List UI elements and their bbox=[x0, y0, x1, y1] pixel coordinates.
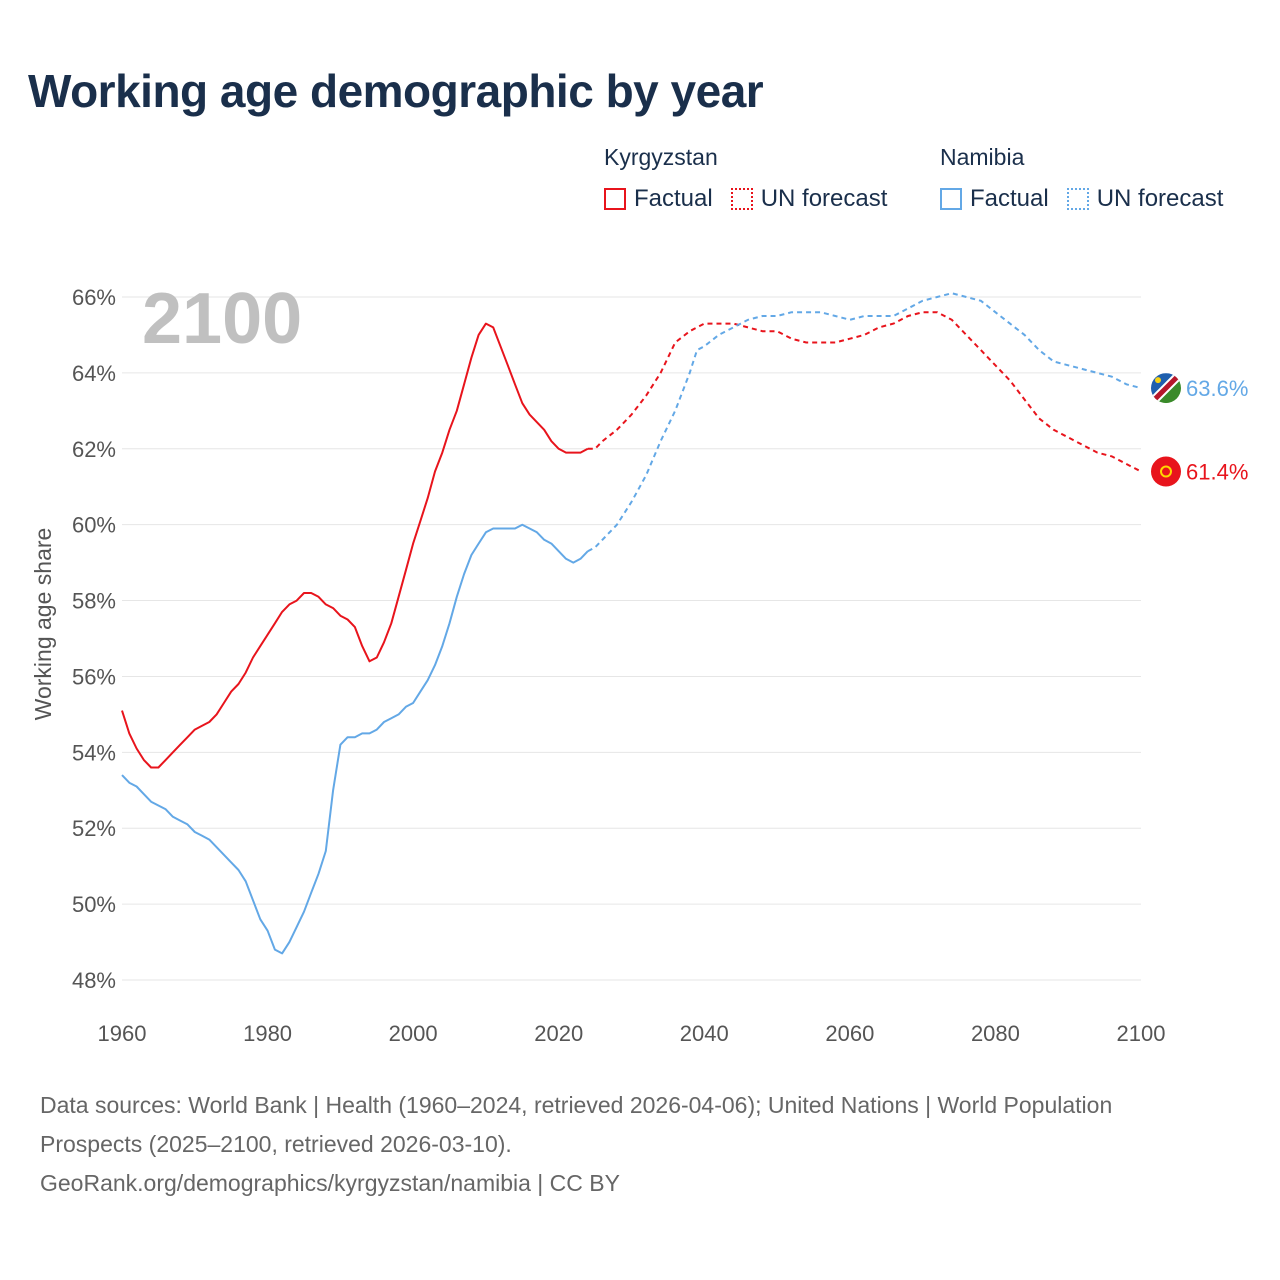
footer: Data sources: World Bank | Health (1960–… bbox=[40, 1086, 1220, 1203]
y-axis-label: Working age share bbox=[30, 528, 56, 721]
y-tick-label: 60% bbox=[72, 513, 116, 538]
x-tick-label: 1980 bbox=[243, 1021, 292, 1046]
legend-swatch-solid bbox=[604, 188, 626, 210]
x-tick-label: 2000 bbox=[389, 1021, 438, 1046]
legend-swatch-dotted bbox=[730, 188, 753, 210]
line-chart: 48% 50% 52% 54% 56% 58% 60% 62% 64% 66% 1960 1980 20… bbox=[30, 279, 1248, 1046]
kyrgyzstan-flag-sun bbox=[1160, 465, 1172, 478]
y-tick-label: 58% bbox=[72, 589, 116, 614]
series-line-namibia-forecast bbox=[587, 292, 1142, 553]
y-tick-label: 52% bbox=[72, 816, 116, 841]
kyrgyzstan-flag-icon bbox=[1151, 456, 1181, 487]
legend-label-factual: Factual bbox=[634, 185, 713, 212]
chart-title: Working age demographic by year bbox=[28, 65, 764, 117]
x-tick-label: 2060 bbox=[825, 1021, 874, 1046]
series-line-kyrgyzstan-forecast bbox=[587, 311, 1142, 473]
y-tick-label: 50% bbox=[72, 892, 116, 917]
x-tick-label: 2040 bbox=[680, 1021, 729, 1046]
y-tick-label: 54% bbox=[72, 740, 116, 765]
series-line-kyrgyzstan-factual bbox=[121, 322, 589, 769]
end-value-label-namibia: 63.6% bbox=[1186, 376, 1248, 401]
legend-swatch-solid bbox=[940, 188, 962, 210]
current-year-label: 2100 bbox=[142, 279, 302, 359]
footer-sources: Data sources: World Bank | Health (1960–… bbox=[40, 1092, 1113, 1157]
namibia-flag-icon bbox=[1151, 373, 1181, 404]
legend-kyrgyzstan-forecast[interactable]: UN forecast bbox=[730, 185, 888, 213]
legend-swatch-dotted bbox=[1066, 188, 1089, 210]
legend-kyrgyzstan-factual[interactable]: Factual bbox=[604, 185, 713, 213]
legend-country-kyrgyzstan: Kyrgyzstan bbox=[604, 144, 718, 170]
y-tick-label: 48% bbox=[72, 968, 116, 993]
legend-label-forecast: UN forecast bbox=[1096, 185, 1224, 212]
y-tick-label: 56% bbox=[72, 664, 116, 689]
legend-namibia-forecast[interactable]: UN forecast bbox=[1066, 185, 1224, 213]
series-line-namibia-factual bbox=[121, 523, 589, 955]
legend-group-kyrgyzstan: Kyrgyzstan Factual UN forecast bbox=[604, 144, 905, 213]
legend-country-namibia: Namibia bbox=[940, 144, 1025, 170]
end-value-label-kyrgyzstan: 61.4% bbox=[1186, 460, 1248, 485]
x-tick-label: 2080 bbox=[971, 1021, 1020, 1046]
legend-label-factual: Factual bbox=[970, 185, 1049, 212]
footer-attribution: GeoRank.org/demographics/kyrgyzstan/nami… bbox=[40, 1170, 620, 1196]
y-tick-label: 62% bbox=[72, 437, 116, 462]
y-tick-label: 64% bbox=[72, 361, 116, 386]
x-tick-label: 1960 bbox=[98, 1021, 147, 1046]
y-tick-label: 66% bbox=[72, 285, 116, 310]
x-tick-label: 2100 bbox=[1117, 1021, 1166, 1046]
legend-namibia-factual[interactable]: Factual bbox=[940, 185, 1049, 213]
legend-group-namibia: Namibia Factual UN forecast bbox=[940, 144, 1241, 213]
x-tick-label: 2020 bbox=[534, 1021, 583, 1046]
legend-label-forecast: UN forecast bbox=[760, 185, 888, 212]
